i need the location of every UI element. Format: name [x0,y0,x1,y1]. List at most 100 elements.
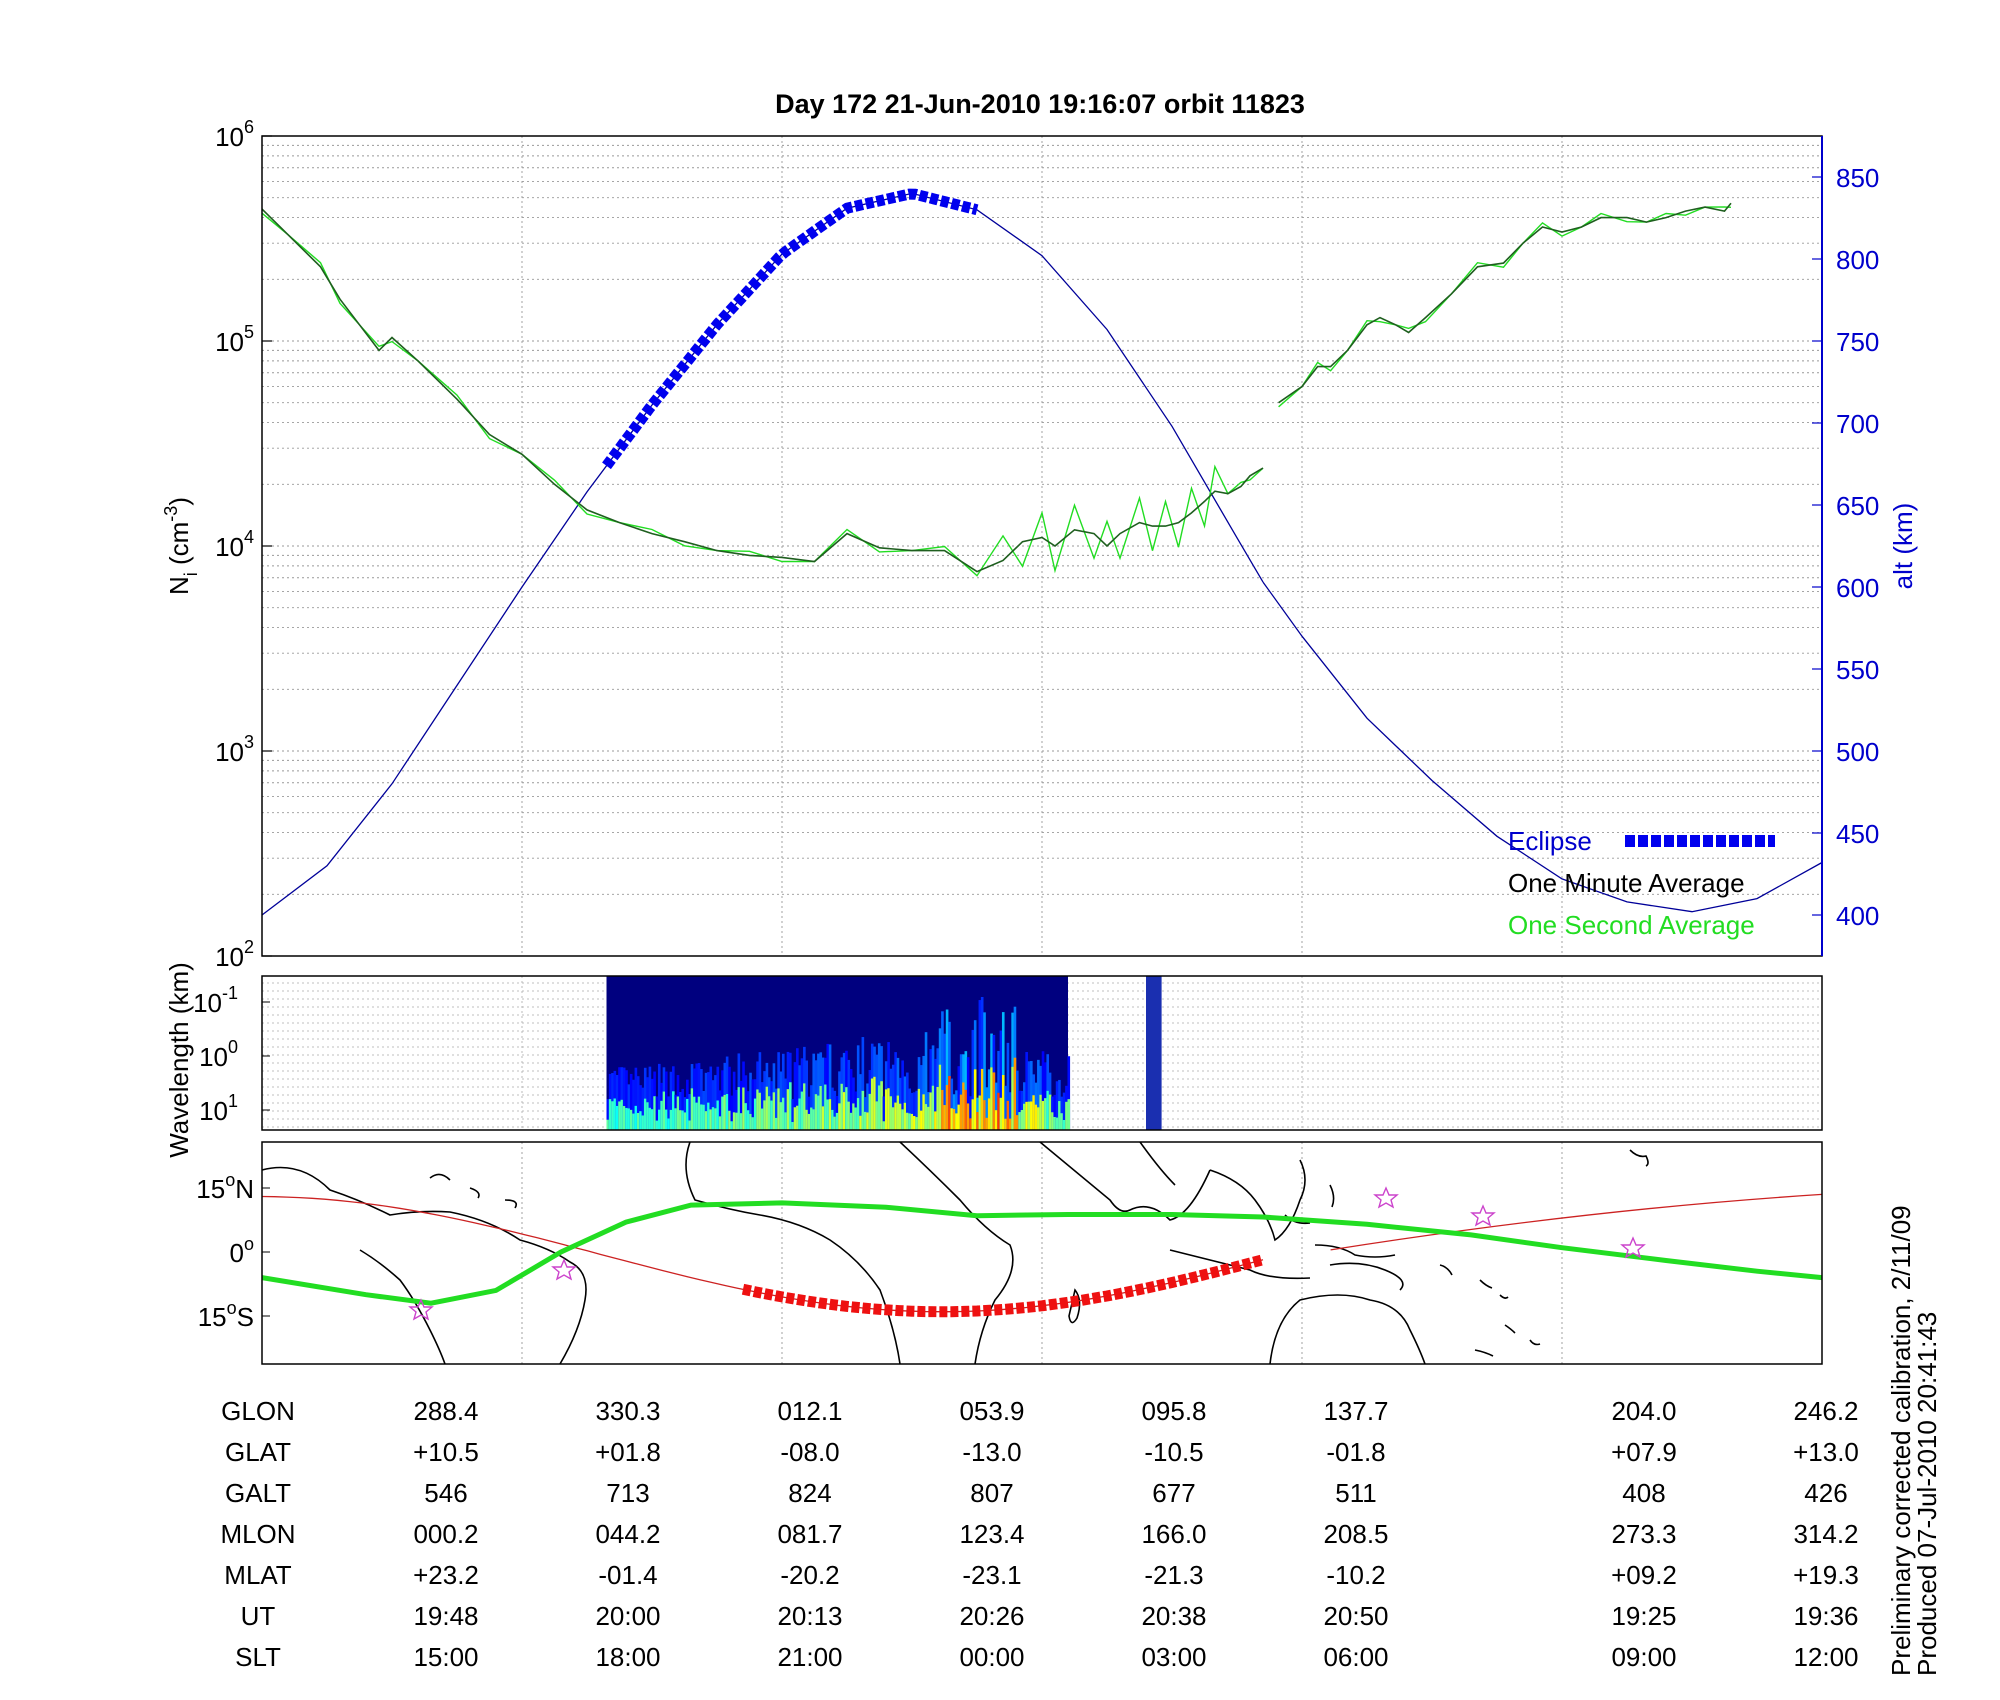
density-y-tick-label: 104 [215,527,254,562]
spectrogram-column [700,1069,703,1130]
spectrogram-column [636,1076,640,1130]
spectrogram-column [716,1066,720,1130]
spectrogram-column [894,1052,897,1130]
spectrogram-column-core [1041,1100,1045,1130]
spectrogram-column-core [744,1103,748,1130]
svg-text:Ni (cm-3): Ni (cm-3) [161,497,201,595]
spectrogram-column [714,1075,717,1130]
spectrogram-column [1044,1062,1047,1130]
spectrogram-strip [1146,976,1162,1130]
altitude-tick-label: 650 [1836,491,1879,521]
spectrogram-column-core [884,1089,888,1130]
table-cell: -01.8 [1326,1437,1385,1467]
spectrogram-column-core [742,1087,745,1130]
table-cell: 20:50 [1323,1601,1388,1631]
star-markers [408,1186,1646,1321]
table-cell: 20:38 [1141,1601,1206,1631]
spectrogram-column-core [814,1094,818,1130]
footnote: Preliminary corrected calibration, 2/11/… [1886,1205,1942,1676]
table-cell: 044.2 [595,1519,660,1549]
spectrogram-column-core [1020,1109,1024,1130]
spectrogram-column-core [955,1113,958,1130]
spectrogram-column [882,1096,886,1130]
spectrogram-frame [261,975,1823,1131]
spectrogram-column-core [924,1104,928,1130]
spectrogram-column [779,1071,783,1130]
spectrogram-column-core [730,1121,734,1130]
spectrogram-column-core [873,1076,876,1130]
density-grid [262,136,1822,956]
spectrogram-column [959,1054,963,1130]
table-cell: 03:00 [1141,1642,1206,1672]
star-icon [1373,1186,1399,1209]
table-cell: 19:36 [1793,1601,1858,1631]
spectrogram-column [650,1078,654,1130]
spectrogram-column [791,1099,794,1130]
spectrogram-column-core [835,1112,839,1130]
spectrogram-column-core [1034,1104,1038,1130]
spectrogram-column-core [641,1115,645,1130]
spectrogram-column [749,1072,752,1130]
spectrogram-column [758,1052,762,1130]
spectrogram-column-core [931,1085,935,1130]
spectrogram-column-core [922,1094,925,1130]
spectrogram-column [859,1074,862,1130]
spectrogram-column-core [868,1093,872,1130]
spectrogram-column-core [929,1092,933,1130]
density-y-tick: 105 [215,322,272,357]
table-cell: +07.9 [1611,1437,1677,1467]
table-cell: -01.4 [598,1560,657,1590]
spectrogram-column-core [1053,1116,1057,1130]
spectrogram-column-core [770,1100,773,1130]
spectrogram-column-core [812,1109,816,1130]
spectrogram-column-core [765,1086,769,1130]
spectrogram-column [887,1042,890,1130]
table-cell: 20:00 [595,1601,660,1631]
spectrogram-column-core [763,1100,766,1130]
spectrogram-column [709,1066,713,1130]
spectrogram-column-core [906,1112,909,1130]
star-icon [1470,1204,1496,1227]
spectrogram-column-core [810,1107,813,1130]
spectrogram-column [985,1087,989,1130]
spectrogram-column-core [758,1092,762,1130]
spectrogram-column-core [648,1107,652,1130]
table-cell: 426 [1804,1478,1847,1508]
spectrogram-column [1037,1059,1040,1130]
spectrogram-column [891,1064,895,1130]
spectrogram-column-core [833,1116,837,1130]
spectrogram-column-core [700,1104,703,1130]
spectrogram-column [648,1066,652,1130]
table-cell: -20.2 [780,1560,839,1590]
spectrogram-column-core [1046,1090,1050,1130]
spectrogram-column [782,1053,785,1130]
spectrogram-column [812,1053,816,1130]
spectrogram-column [1025,1052,1028,1130]
star-icon [408,1298,434,1321]
spectrogram-column-core [618,1101,621,1130]
spectrogram-column [1006,1042,1010,1130]
table-row-label: MLON [220,1519,295,1549]
spectrogram-column [606,1099,610,1130]
spectrogram-column-core [901,1109,904,1130]
spectrogram-column [945,1009,949,1130]
spectrogram-column [784,1078,787,1130]
spectrogram-column-core [1006,1100,1010,1130]
spectrogram-column [922,1055,925,1130]
spectrogram-column [957,1066,961,1130]
spectrogram-column-core [819,1086,823,1130]
spectrogram-column-core [840,1083,844,1130]
spectrogram-column-core [606,1119,610,1130]
spectrogram-column-core [847,1101,851,1130]
table-cell: -23.1 [962,1560,1021,1590]
spectrogram-column-core [615,1105,619,1130]
density-y-ticks: 102 103 104 105 106 [215,117,272,972]
spectrogram-column-core [1008,1118,1012,1130]
spectrogram-column-core [613,1098,617,1130]
spectrogram-column-core [716,1100,720,1130]
spectrogram-column-core [629,1109,633,1130]
map-y-ticks: 15oN 0o 15oS [196,1170,270,1332]
altitude-tick-label: 700 [1836,409,1879,439]
spectrogram-column-core [709,1109,713,1130]
